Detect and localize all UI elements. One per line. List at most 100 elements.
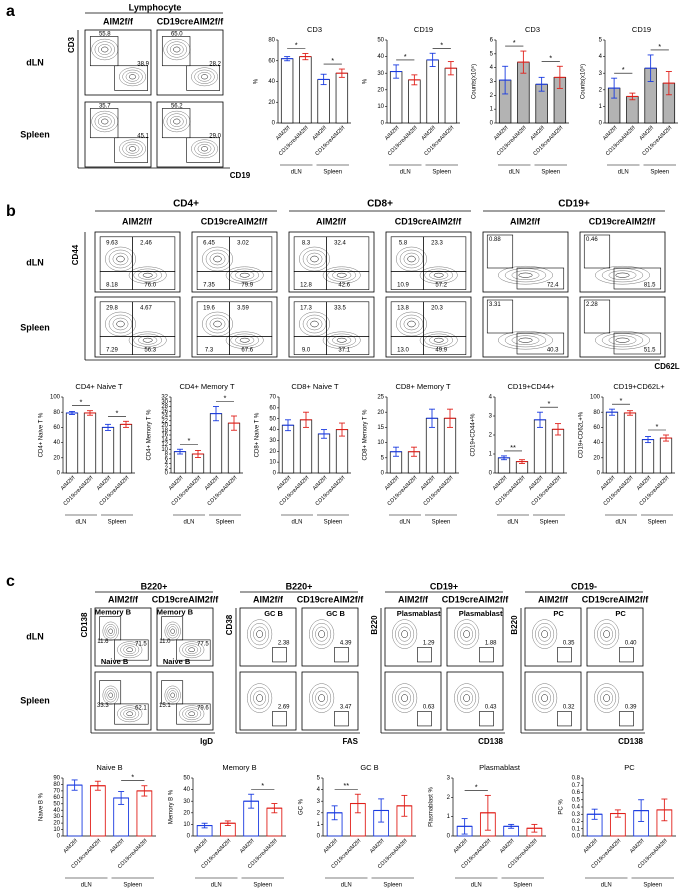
y-axis-label: Plasmablast % [429, 786, 435, 826]
gate-percent: 11.0 [159, 639, 171, 645]
density-contour [117, 641, 143, 659]
group-label: dLN [341, 883, 352, 889]
density-contour [538, 690, 552, 706]
bar [317, 433, 331, 474]
y-tick-label: 20 [53, 821, 60, 827]
density-contour [188, 711, 196, 717]
density-contour [104, 246, 137, 272]
gate-percent: 3.59 [237, 305, 249, 311]
density-contour [197, 144, 212, 154]
gate [99, 680, 122, 705]
gate [176, 703, 211, 725]
x-tick-label: AIM2f/f [63, 838, 80, 855]
column-header: CD19creAIM2f/f [157, 16, 225, 26]
gate-percent: 9.0 [302, 347, 311, 353]
gate-percent: 19.6 [203, 305, 215, 311]
gate [186, 65, 220, 91]
bar [119, 424, 133, 474]
density-contour [597, 622, 617, 646]
y-tick-label: 20 [269, 449, 276, 455]
gate-percent: 8.18 [106, 282, 118, 288]
y-tick-label: 2 [317, 810, 321, 816]
y-tick-label: 0 [57, 834, 61, 840]
density-contour [205, 249, 230, 269]
density-contour [594, 619, 620, 649]
row-label: dLN [26, 257, 44, 267]
y-tick-label: 40 [53, 440, 60, 446]
density-contour [191, 139, 218, 159]
density-contour [169, 116, 184, 127]
density-contour [106, 626, 115, 637]
group-label: Spleen [648, 520, 667, 526]
axis-label: CD44 [71, 244, 80, 265]
group-label: dLN [291, 170, 302, 176]
significance: * [622, 65, 625, 74]
y-tick-label: 4 [165, 461, 169, 467]
y-tick-label: 15 [377, 425, 384, 431]
gate [334, 647, 349, 663]
group-label: dLN [75, 520, 86, 526]
y-tick-label: 30 [377, 71, 384, 77]
y-tick-label: 10 [183, 822, 190, 828]
y-tick-label: 28 [161, 404, 168, 410]
panel-header: Lymphocyte [129, 2, 182, 12]
y-tick-label: 0 [381, 471, 385, 477]
density-contour [504, 268, 547, 283]
bar [605, 411, 619, 474]
group-label: dLN [400, 170, 411, 176]
panel-label: c [6, 573, 15, 590]
group-header: CD19+ [558, 199, 590, 210]
gate [161, 616, 184, 641]
x-tick-label: AIM2f/f [276, 475, 293, 492]
y-tick-label: 80 [268, 38, 275, 44]
density-contour [185, 709, 199, 719]
y-tick-label: 25 [377, 395, 384, 401]
gate-percent: 3.02 [237, 240, 249, 246]
significance: * [475, 782, 478, 791]
y-tick-label: 0.4 [572, 805, 581, 811]
y-tick-label: 50 [377, 38, 384, 44]
group-label: Spleen [253, 883, 272, 889]
density-contour [463, 630, 470, 638]
axis-label: CD19 [230, 171, 251, 180]
bar [641, 439, 655, 474]
y-tick-label: 30 [161, 399, 168, 405]
density-contour [173, 46, 181, 53]
density-contour [392, 683, 418, 713]
gate-percent: 7.35 [203, 282, 215, 288]
density-contour [230, 268, 259, 282]
gate-percent: 79.6 [197, 706, 209, 712]
bar [209, 413, 223, 474]
gate-percent: 56.2 [171, 103, 183, 109]
chart-title: GC B [360, 763, 378, 772]
density-contour [102, 621, 119, 641]
gate [613, 267, 662, 290]
density-contour [457, 686, 477, 710]
gate-percent: 67.6 [241, 347, 253, 353]
density-contour [327, 333, 356, 347]
bar [426, 59, 439, 124]
density-contour [401, 694, 408, 702]
y-tick-label: 20 [377, 87, 384, 93]
group-label: Spleen [123, 883, 142, 889]
bar [65, 412, 79, 474]
density-contour [312, 622, 332, 646]
group-header: CD19+ [430, 581, 458, 591]
gate-percent: 20.3 [431, 305, 443, 311]
density-contour [535, 686, 555, 710]
density-contour [511, 270, 540, 280]
y-tick-label: 4 [599, 54, 603, 60]
y-tick-label: 60 [53, 425, 60, 431]
significance: * [440, 40, 443, 49]
density-contour [395, 246, 428, 272]
y-tick-label: 20 [53, 455, 60, 461]
gate-percent: 1.29 [423, 640, 435, 646]
density-contour [133, 333, 162, 347]
x-tick-label: AIM2f/f [629, 838, 646, 855]
group-header: B220+ [141, 581, 168, 591]
density-contour [419, 266, 458, 284]
panel-label: b [6, 203, 16, 220]
bar [623, 412, 637, 474]
gate-percent: 45.1 [137, 133, 149, 139]
y-axis-label: CD8+ Naive T % [255, 412, 261, 457]
